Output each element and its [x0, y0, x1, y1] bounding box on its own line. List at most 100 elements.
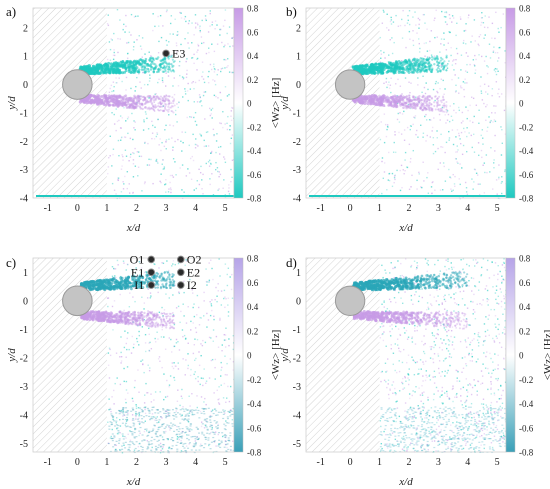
noise-dot — [121, 445, 124, 447]
noise-dot — [155, 160, 157, 162]
noise-dot — [422, 136, 424, 138]
noise-dot — [117, 442, 120, 444]
noise-dot — [157, 444, 160, 446]
noise-dot — [460, 400, 462, 402]
shear-layer-lower — [159, 101, 162, 104]
noise-dot — [195, 357, 197, 360]
noise-dot — [214, 408, 217, 410]
noise-dot — [178, 438, 180, 441]
noise-dot — [165, 317, 168, 320]
noise-dot — [445, 122, 447, 124]
noise-dot — [157, 427, 159, 429]
shear-layer-lower — [425, 101, 428, 105]
noise-dot — [205, 162, 207, 165]
noise-dot — [122, 442, 125, 444]
shear-layer-lower — [439, 107, 442, 110]
noise-dot — [161, 326, 163, 328]
noise-dot — [217, 69, 219, 71]
noise-dot — [194, 371, 196, 373]
shear-layer-lower — [428, 94, 431, 98]
noise-dot — [125, 411, 128, 413]
noise-dot — [232, 71, 234, 74]
noise-dot — [184, 418, 187, 420]
noise-dot — [155, 449, 158, 451]
noise-dot — [496, 68, 498, 70]
probe-point — [176, 255, 185, 264]
noise-dot — [208, 47, 210, 49]
shear-layer-lower — [171, 96, 174, 99]
noise-dot — [191, 414, 194, 416]
noise-dot — [194, 120, 197, 123]
noise-dot — [138, 334, 141, 337]
noise-dot — [164, 129, 166, 131]
noise-dot — [133, 343, 135, 346]
noise-dot — [452, 189, 454, 191]
noise-dot — [201, 431, 204, 433]
noise-dot — [220, 441, 223, 444]
noise-dot — [228, 344, 230, 347]
noise-dot — [195, 426, 198, 428]
noise-dot — [227, 311, 230, 313]
noise-dot — [399, 24, 402, 27]
noise-dot — [108, 91, 111, 94]
noise-dot — [201, 61, 204, 63]
noise-dot — [144, 406, 147, 408]
noise-dot — [222, 417, 225, 420]
noise-dot — [185, 175, 188, 177]
noise-dot — [431, 192, 433, 194]
noise-dot — [493, 159, 495, 161]
shear-layer-lower — [85, 101, 89, 105]
shear-layer-lower — [419, 106, 423, 110]
noise-dot — [494, 150, 496, 152]
noise-dot — [181, 408, 184, 410]
noise-dot — [446, 23, 448, 26]
shear-layer-lower — [144, 105, 147, 109]
shear-layer-lower — [157, 105, 160, 108]
shear-layer-upper — [111, 277, 115, 281]
noise-dot — [482, 143, 484, 145]
shear-layer-lower — [423, 106, 426, 109]
noise-dot — [153, 138, 156, 140]
noise-dot — [215, 95, 217, 98]
noise-dot — [220, 440, 223, 442]
shear-layer-lower — [437, 108, 440, 111]
noise-dot — [498, 164, 500, 166]
noise-dot — [148, 350, 151, 352]
shear-layer-upper — [163, 57, 167, 60]
noise-dot — [504, 170, 506, 173]
noise-dot — [386, 124, 389, 126]
shear-layer-upper — [158, 63, 161, 67]
noise-dot — [187, 364, 190, 367]
noise-dot — [170, 338, 172, 341]
shear-layer-lower — [425, 104, 429, 107]
shear-layer-upper — [171, 58, 174, 61]
noise-dot — [441, 63, 443, 66]
noise-dot — [194, 338, 196, 340]
shear-layer-lower — [437, 108, 440, 111]
noise-dot — [188, 47, 190, 49]
shear-layer-upper — [115, 63, 119, 67]
shear-layer-lower — [152, 105, 155, 109]
noise-dot — [443, 104, 445, 106]
shear-layer-lower — [119, 96, 122, 99]
shear-layer-upper — [129, 71, 133, 74]
shear-layer-lower — [166, 99, 169, 102]
colorbar-tick-label: 0.2 — [519, 75, 530, 85]
noise-dot — [184, 374, 186, 376]
noise-dot — [169, 181, 171, 184]
shear-layer-upper — [92, 66, 96, 70]
noise-dot — [183, 18, 186, 20]
shear-layer-lower — [105, 314, 109, 318]
noise-dot — [441, 65, 443, 67]
noise-dot — [229, 276, 231, 278]
noise-dot — [128, 446, 131, 448]
noise-dot — [189, 425, 192, 427]
noise-dot — [489, 171, 491, 173]
shear-layer-lower — [162, 315, 165, 318]
noise-dot — [384, 123, 387, 126]
shear-layer-upper — [168, 273, 171, 277]
noise-dot — [394, 174, 396, 176]
noise-dot — [447, 113, 450, 116]
noise-dot — [171, 365, 174, 368]
noise-dot — [430, 30, 433, 32]
